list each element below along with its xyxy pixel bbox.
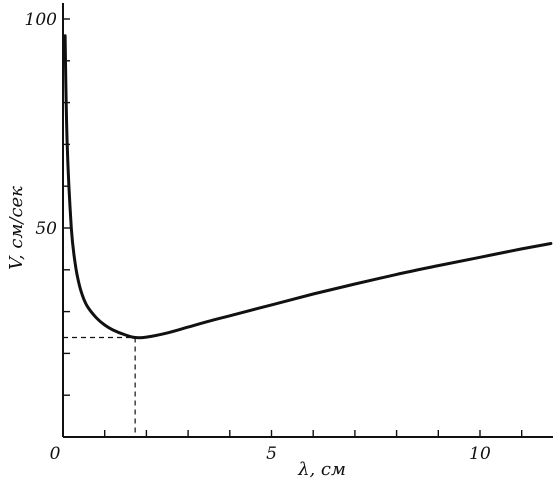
x-tick-label: 0 bbox=[50, 444, 61, 464]
y-tick-label: 50 bbox=[35, 219, 57, 239]
x-tick-label: 10 bbox=[469, 444, 491, 464]
x-axis-label: λ, см bbox=[297, 459, 346, 480]
axes bbox=[62, 3, 553, 438]
minimum-guides bbox=[63, 336, 136, 437]
x-tick-label: 5 bbox=[266, 444, 277, 464]
velocity-curve bbox=[63, 34, 553, 340]
y-tick-label: 100 bbox=[25, 10, 58, 30]
tick-labels: 0 5 10 50 100 bbox=[25, 10, 491, 464]
y-axis-label: V, см/сек bbox=[6, 186, 27, 270]
axis-ticks bbox=[63, 18, 523, 437]
